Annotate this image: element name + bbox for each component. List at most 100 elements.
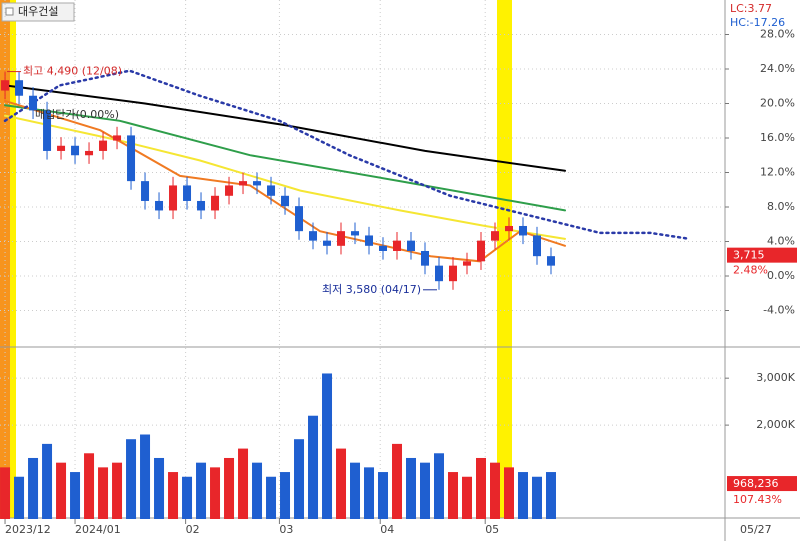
x-tick-label: 04 bbox=[380, 523, 394, 536]
volume-bar bbox=[98, 467, 109, 519]
volume-bar bbox=[182, 476, 193, 519]
volume-bar bbox=[154, 457, 165, 519]
volume-bar bbox=[434, 453, 445, 519]
candle-body bbox=[169, 185, 178, 211]
volume-tag-label: 968,236 bbox=[733, 477, 779, 490]
y-tick-label: 2,000K bbox=[756, 418, 795, 431]
volume-bar bbox=[126, 439, 137, 519]
volume-bar bbox=[406, 457, 417, 519]
candle-body bbox=[15, 80, 24, 96]
y-tick-label: 3,000K bbox=[756, 371, 795, 384]
volume-bar bbox=[420, 462, 431, 519]
candle-body bbox=[337, 231, 346, 246]
candle-body bbox=[1, 80, 10, 91]
candle-body bbox=[435, 265, 444, 282]
moving-average-line bbox=[4, 114, 566, 240]
moving-average-line bbox=[3, 69, 691, 241]
volume-bar bbox=[350, 462, 361, 519]
candle-body bbox=[323, 240, 332, 246]
x-tick-label: 2023/12 bbox=[5, 523, 51, 536]
candle-body bbox=[253, 181, 262, 186]
candle-body bbox=[393, 240, 402, 251]
price-tag-label: 3,715 bbox=[733, 249, 765, 262]
candle-body bbox=[532, 235, 541, 257]
candle-body bbox=[99, 140, 108, 151]
volume-bar bbox=[14, 476, 25, 519]
candle-body bbox=[141, 181, 150, 201]
candle-body bbox=[239, 181, 248, 186]
lc-label: LC:3.77 bbox=[730, 2, 772, 15]
y-tick-label: 28.0% bbox=[760, 28, 795, 41]
volume-bar bbox=[322, 373, 333, 519]
candle-body bbox=[504, 225, 513, 232]
x-tick-label: 2024/01 bbox=[75, 523, 121, 536]
candle-body bbox=[281, 195, 290, 207]
volume-bar bbox=[364, 467, 375, 519]
candle-body bbox=[183, 185, 192, 201]
x-tick-label: 05/27 bbox=[740, 523, 772, 536]
y-tick-label: -4.0% bbox=[763, 304, 795, 317]
volume-bar bbox=[308, 415, 319, 519]
volume-bar bbox=[112, 462, 123, 519]
volume-bar bbox=[266, 476, 277, 519]
volume-bar bbox=[392, 443, 403, 519]
volume-bar bbox=[531, 476, 542, 519]
candle-body bbox=[127, 135, 136, 182]
candle-body bbox=[155, 200, 164, 211]
highlight-band bbox=[0, 0, 10, 518]
candle-body bbox=[490, 231, 499, 241]
ratio-label: 107.43% bbox=[733, 493, 782, 506]
annotation: 매입단가(0.00%) bbox=[35, 108, 119, 121]
price-tag bbox=[727, 247, 797, 263]
chart-title: 대우건설 bbox=[18, 5, 58, 18]
x-tick-label: 02 bbox=[186, 523, 200, 536]
volume-bar bbox=[252, 462, 263, 519]
volume-bar bbox=[56, 462, 67, 519]
volume-bar bbox=[70, 472, 81, 519]
candle-body bbox=[85, 150, 94, 156]
y-tick-label: 4.0% bbox=[767, 235, 795, 248]
volume-bar bbox=[545, 472, 556, 519]
candle-body bbox=[407, 240, 416, 251]
candle-body bbox=[113, 135, 122, 141]
volume-bar bbox=[28, 457, 39, 519]
y-tick-label: 16.0% bbox=[760, 131, 795, 144]
moving-average-line bbox=[4, 104, 566, 212]
highlight-band bbox=[10, 0, 16, 518]
volume-bar bbox=[517, 472, 528, 519]
volume-bar bbox=[448, 472, 459, 519]
volume-bar bbox=[462, 476, 473, 519]
volume-bar bbox=[42, 443, 53, 519]
candle-body bbox=[29, 95, 38, 111]
x-tick-label: 03 bbox=[279, 523, 293, 536]
candle-body bbox=[365, 235, 374, 246]
candle-body bbox=[379, 245, 388, 251]
candle-body bbox=[211, 195, 220, 211]
candle-body bbox=[225, 185, 234, 196]
candle-body bbox=[477, 240, 486, 262]
y-tick-label: 20.0% bbox=[760, 97, 795, 110]
volume-bar bbox=[84, 453, 95, 519]
candle-body bbox=[421, 250, 430, 266]
candle-body bbox=[351, 231, 360, 236]
volume-bar bbox=[476, 457, 487, 519]
volume-bar bbox=[294, 439, 305, 519]
volume-bar bbox=[196, 462, 207, 519]
candle-body bbox=[463, 261, 472, 266]
moving-average-line bbox=[4, 84, 566, 172]
volume-bar bbox=[224, 457, 235, 519]
volume-bar bbox=[0, 467, 11, 519]
candle-body bbox=[57, 145, 66, 151]
title-box[interactable] bbox=[1, 2, 75, 22]
volume-bar bbox=[210, 467, 221, 519]
candle-body bbox=[43, 110, 52, 151]
volume-bar bbox=[238, 448, 249, 519]
checkbox[interactable] bbox=[5, 7, 14, 16]
candle-body bbox=[449, 265, 458, 282]
change-label: 2.48% bbox=[733, 264, 768, 277]
volume-bar bbox=[489, 462, 500, 519]
volume-bar bbox=[336, 448, 347, 519]
y-tick-label: 8.0% bbox=[767, 200, 795, 213]
candle-body bbox=[518, 225, 527, 236]
